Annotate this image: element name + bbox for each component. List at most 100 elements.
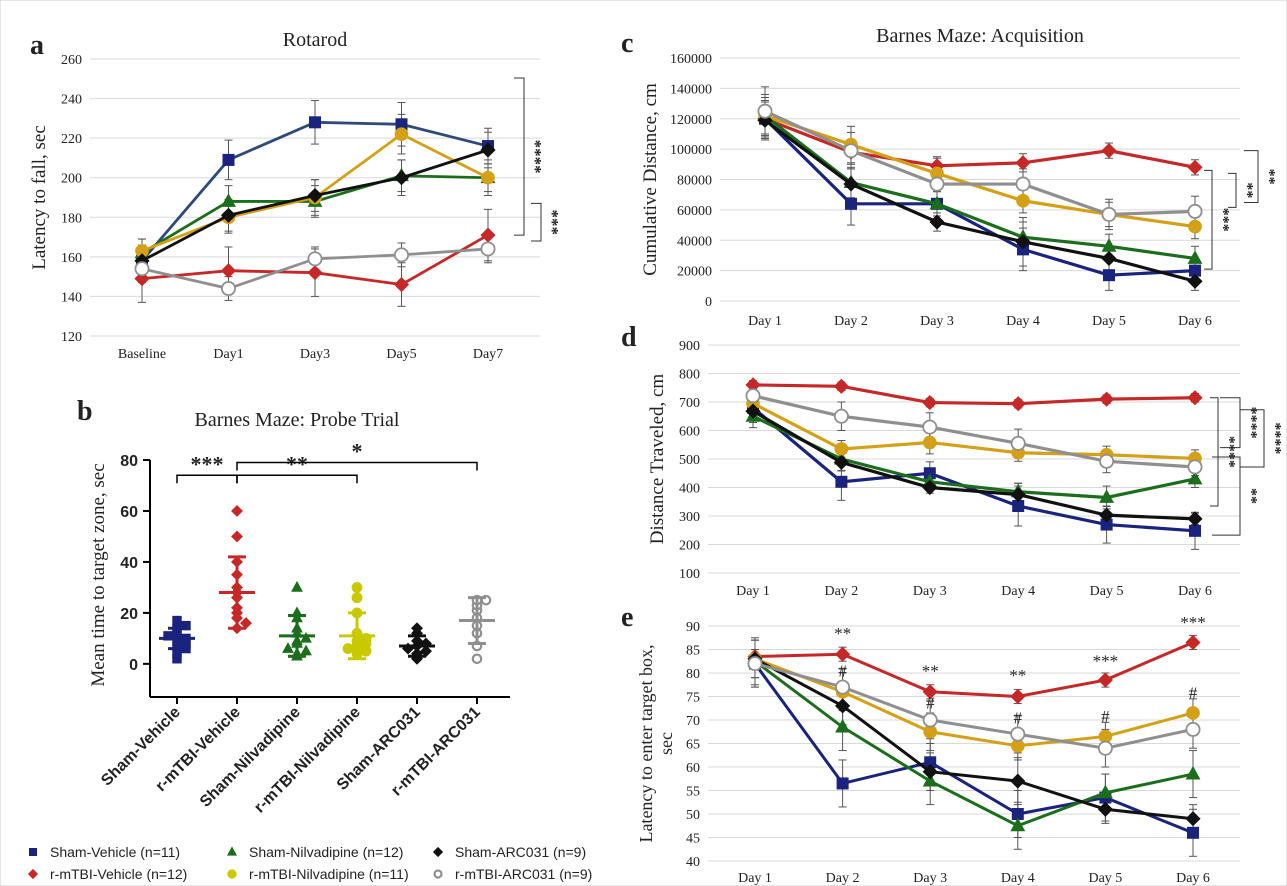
data-point-sham-nilvadipine [1097, 784, 1113, 799]
legend-marker-r-mtbi-vehicle [27, 868, 39, 880]
data-point-r-mtbi-vehicle [835, 646, 851, 662]
scatter-point-r-mtbi-vehicle [231, 505, 243, 517]
series-line-sham-arc031 [754, 657, 1194, 821]
significance-label: **** [1220, 436, 1237, 468]
data-point-r-mtbi-vehicle [1101, 143, 1117, 159]
data-point-r-mtbi-arc031 [393, 247, 409, 263]
data-point-r-mtbi-arc031 [307, 251, 323, 267]
data-point-sham-arc031 [843, 176, 859, 192]
data-point-sham-arc031 [1185, 811, 1201, 827]
scatter-point-sham-nilvadipine [291, 580, 303, 592]
chart-title: Rotarod [283, 29, 347, 51]
legend-label-r-mtbi-arc031: r-mTBI-ARC031 (n=9) [455, 866, 592, 882]
data-point-r-mtbi-arc031 [929, 176, 945, 192]
y-axis-label: Latency to enter target box, [636, 644, 656, 842]
y-tick-label: 160000 [670, 52, 712, 67]
y-tick-label: 60 [686, 761, 700, 776]
scatter-point-r-mtbi-nilvadipine [342, 643, 354, 655]
series-line-r-mtbi-vehicle [752, 383, 1196, 406]
significance-label: **** [526, 140, 545, 174]
panel-letter: a [30, 30, 44, 61]
x-tick-label: Day 1 [736, 584, 770, 599]
significance-annotation: # [1014, 708, 1023, 727]
data-point-r-mtbi-vehicle [1010, 688, 1026, 705]
data-point-sham-arc031 [835, 698, 851, 714]
data-point-sham-nilvadipine [1099, 489, 1115, 503]
significance-annotation: # [838, 661, 847, 680]
data-point-r-mtbi-nilvadipine [481, 170, 495, 185]
significance-label: ** [1242, 488, 1259, 504]
y-tick-label: 80 [686, 667, 700, 682]
data-point-sham-arc031 [1187, 511, 1203, 527]
series-line-sham-arc031 [752, 409, 1196, 521]
y-axis-label: sec [656, 732, 676, 755]
y-tick-label: 70 [686, 714, 700, 729]
legend-marker-sham-arc031 [432, 846, 444, 858]
data-point-sham-vehicle [222, 153, 235, 166]
data-point-r-mtbi-arc031 [1015, 176, 1031, 192]
data-point-r-mtbi-nilvadipine [923, 724, 938, 739]
x-tick-label: Day1 [213, 347, 243, 362]
y-tick-label: 40000 [677, 234, 712, 249]
significance-bracket [1244, 150, 1259, 204]
data-point-r-mtbi-vehicle [833, 378, 849, 394]
scatter-point-sham-nilvadipine [300, 631, 312, 643]
data-point-sham-nilvadipine [221, 193, 236, 207]
series-line-sham-vehicle [763, 117, 1196, 277]
significance-bracket [1220, 397, 1241, 449]
y-tick-label: 260 [61, 53, 82, 68]
legend-marker-r-mtbi-arc031 [433, 869, 443, 879]
significance-bracket [531, 202, 542, 242]
data-point-sham-nilvadipine [1187, 470, 1203, 485]
significance-annotation: # [926, 694, 935, 713]
scatter-point-r-mtbi-arc031 [471, 653, 483, 665]
legend-marker-r-mtbi-nilvadipine [227, 869, 237, 879]
data-point-sham-vehicle [309, 116, 321, 129]
data-point-r-mtbi-arc031 [1099, 453, 1115, 469]
y-tick-label: 60 [120, 504, 138, 521]
data-point-r-mtbi-arc031 [922, 419, 938, 435]
y-tick-label: 100 [679, 567, 700, 582]
y-tick-label: 40 [120, 555, 138, 572]
series-line-r-mtbi-vehicle [764, 117, 1196, 169]
y-tick-label: 75 [686, 691, 700, 706]
scatter-point-sham-vehicle [172, 648, 182, 659]
significance-annotation: ** [1009, 666, 1026, 685]
data-point-sham-arc031 [929, 214, 945, 230]
scatter-point-sham-vehicle [163, 631, 173, 641]
significance-annotation: ** [834, 624, 851, 643]
series-line-sham-arc031 [764, 118, 1196, 283]
significance-bracket [1212, 456, 1241, 536]
y-tick-label: 120 [61, 330, 82, 345]
data-point-sham-arc031 [1101, 250, 1117, 267]
x-tick-label: Day 5 [1092, 314, 1126, 329]
y-tick-label: 120000 [670, 113, 712, 128]
series-line-r-mtbi-arc031 [764, 109, 1196, 217]
y-tick-label: 140000 [670, 82, 712, 97]
x-tick-label: Baseline [118, 347, 166, 362]
significance-label: * [352, 439, 363, 464]
data-point-sham-vehicle [1103, 269, 1115, 282]
x-tick-label: Day 6 [1178, 314, 1212, 329]
panel-letter: c [621, 28, 633, 59]
y-axis-label: Mean time to target zone, sec [88, 463, 109, 686]
data-point-r-mtbi-arc031 [134, 261, 150, 277]
significance-label: ** [1260, 169, 1277, 185]
x-tick-label: Day 4 [1001, 871, 1035, 886]
y-tick-label: 180 [61, 211, 82, 226]
series-line-r-mtbi-arc031 [752, 394, 1196, 469]
x-tick-label: Day 5 [1088, 871, 1122, 886]
legend-marker-sham-nilvadipine [226, 846, 238, 856]
data-point-r-mtbi-arc031 [1097, 740, 1113, 756]
data-point-r-mtbi-arc031 [1101, 206, 1117, 222]
data-point-r-mtbi-arc031 [835, 679, 851, 695]
significance-label: *** [191, 451, 224, 476]
series-line-r-mtbi-nilvadipine [754, 657, 1194, 748]
data-point-sham-vehicle [845, 197, 857, 210]
legend-marker-sham-vehicle [29, 848, 37, 856]
data-point-r-mtbi-arc031 [1010, 435, 1026, 451]
data-point-sham-nilvadipine [929, 195, 945, 210]
legend-label-sham-vehicle: Sham-Vehicle (n=11) [50, 844, 180, 860]
data-point-sham-arc031 [1010, 487, 1026, 503]
